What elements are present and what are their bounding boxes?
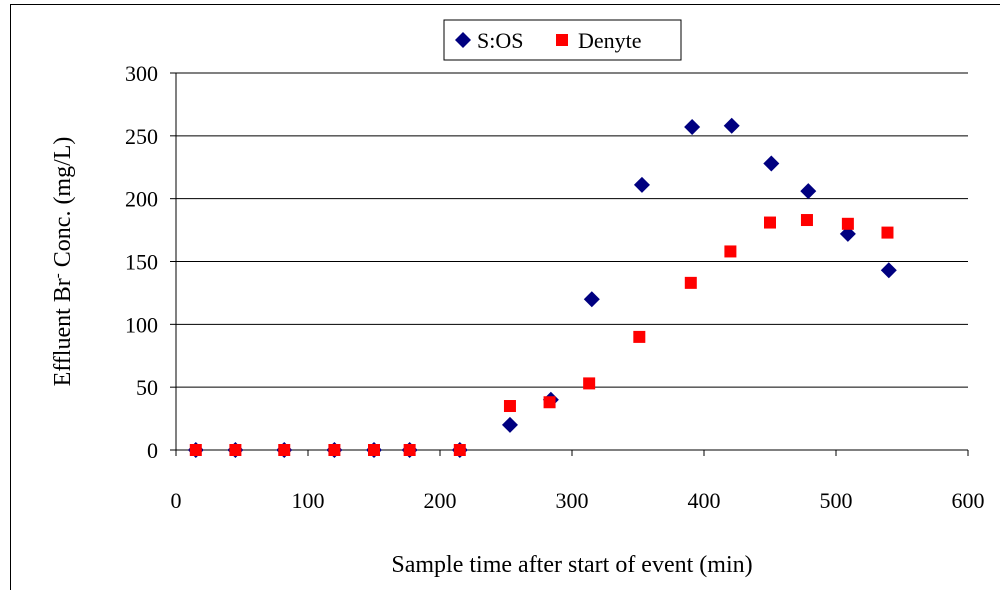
x-tick-label-0: 0 [171, 488, 182, 513]
grid-lines [176, 72, 968, 388]
data-point-denyte-14 [800, 214, 813, 227]
chart-frame [10, 4, 1000, 590]
y-axis-title-prefix: Effluent Br [50, 278, 76, 386]
data-point-denyte-7 [503, 400, 516, 413]
data-point-s-os-11 [684, 119, 701, 136]
data-point-s-os-16 [880, 262, 897, 279]
y-tick-label-150: 150 [125, 250, 158, 275]
legend-label-s-os: S:OS [477, 28, 523, 53]
y-axis-title-suffix: Conc. (mg/L) [50, 137, 76, 274]
data-points [187, 117, 897, 458]
y-tick-label-50: 50 [136, 375, 158, 400]
legend-marker-denyte [556, 34, 568, 46]
data-point-denyte-9 [583, 377, 596, 390]
legend: S:OS Denyte [443, 19, 682, 61]
data-point-denyte-11 [684, 276, 697, 289]
y-tick-label-200: 200 [125, 187, 158, 212]
data-point-denyte-5 [403, 444, 416, 456]
data-point-s-os-14 [800, 183, 817, 200]
y-tick-label-300: 300 [125, 61, 158, 86]
data-point-denyte-10 [633, 330, 646, 343]
x-tick-label-300: 300 [556, 488, 589, 513]
x-axis-title: Sample time after start of event (min) [391, 552, 752, 578]
data-point-denyte-3 [328, 444, 341, 456]
axes [170, 72, 969, 456]
data-point-denyte-13 [764, 216, 776, 229]
y-tick-label-0: 0 [147, 438, 158, 463]
legend-label-denyte: Denyte [578, 28, 642, 53]
data-point-s-os-7 [501, 416, 518, 433]
x-tick-label-200: 200 [424, 488, 457, 513]
data-point-denyte-6 [453, 444, 466, 456]
data-point-denyte-8 [543, 396, 556, 409]
data-point-s-os-15 [839, 225, 856, 242]
x-tick-label-400: 400 [688, 488, 721, 513]
tick-labels: 0 50 100 150 200 250 300 0 100 200 300 400 500 600 [125, 61, 985, 513]
y-tick-label-250: 250 [125, 124, 158, 149]
data-point-denyte-12 [724, 245, 737, 258]
data-point-s-os-9 [583, 291, 600, 308]
legend-marker-s-os [455, 32, 471, 48]
data-point-s-os-13 [763, 155, 780, 172]
data-point-denyte-16 [881, 226, 894, 239]
x-tick-label-100: 100 [292, 488, 325, 513]
y-tick-label-100: 100 [125, 312, 158, 337]
x-tick-label-600: 600 [952, 488, 985, 513]
y-axis-title-superscript: - [50, 273, 66, 278]
data-point-denyte-0 [189, 444, 202, 456]
data-point-denyte-2 [278, 444, 291, 456]
x-tick-label-500: 500 [820, 488, 853, 513]
data-point-denyte-15 [841, 217, 854, 230]
data-point-s-os-12 [723, 117, 740, 134]
data-point-s-os-10 [633, 176, 650, 193]
data-point-denyte-1 [229, 444, 242, 456]
y-axis-title: Effluent Br- Conc. (mg/L) [50, 137, 76, 387]
data-point-denyte-4 [368, 444, 380, 456]
